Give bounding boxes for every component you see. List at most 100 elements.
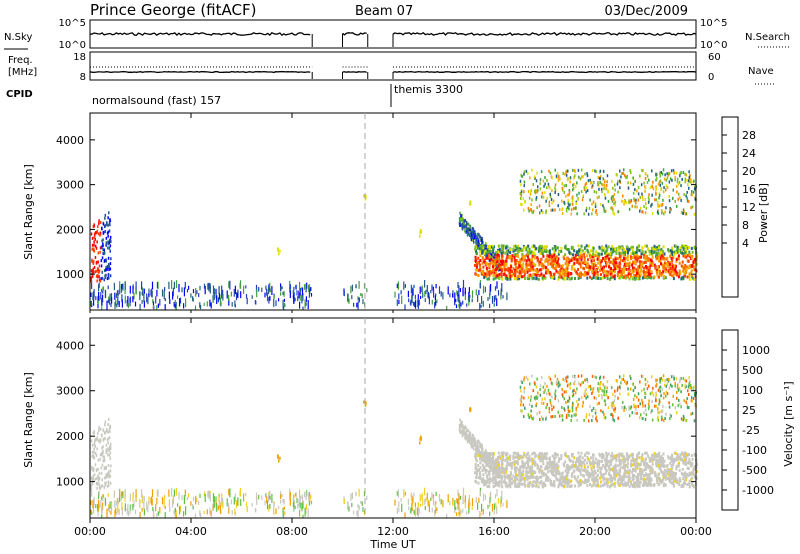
band-4-v bbox=[673, 457, 676, 461]
clutter-232-p bbox=[151, 281, 154, 290]
band-1241-p bbox=[577, 277, 580, 280]
band-1356-p bbox=[673, 264, 676, 268]
band-329-v bbox=[679, 453, 682, 457]
clutter-204-v bbox=[360, 500, 362, 504]
clutter-166-v bbox=[102, 498, 104, 502]
burst-96-p bbox=[93, 223, 95, 227]
burst-112-p bbox=[103, 248, 105, 252]
band-815-v bbox=[692, 468, 695, 472]
band-1169-v bbox=[567, 479, 570, 483]
band-1277-p bbox=[693, 245, 696, 249]
burst-94-v bbox=[101, 478, 103, 482]
band-1025-v bbox=[547, 470, 550, 474]
branch-103-v bbox=[467, 429, 470, 433]
freq-label-line2: [MHz] bbox=[8, 67, 37, 78]
band-361-v bbox=[612, 476, 615, 480]
far-278-p bbox=[612, 208, 614, 212]
clutter-403-v bbox=[468, 502, 470, 511]
clutter-382-p bbox=[347, 293, 349, 302]
clutter-225-p bbox=[168, 291, 170, 299]
clutter-288-p bbox=[213, 293, 215, 301]
burst-12-p bbox=[107, 240, 109, 244]
clutter-313-p bbox=[308, 284, 311, 289]
far-246-p bbox=[531, 210, 533, 214]
band-502-v bbox=[513, 463, 516, 467]
far-456-p bbox=[557, 178, 560, 182]
clutter-420-v bbox=[420, 503, 422, 507]
band-1095-v bbox=[563, 485, 566, 489]
band-839-v bbox=[597, 473, 599, 477]
far-487-p bbox=[552, 199, 555, 203]
clutter-362-p bbox=[121, 294, 123, 303]
band-638-v bbox=[557, 464, 560, 468]
far-24-p bbox=[646, 181, 649, 185]
band-995-v bbox=[582, 461, 584, 465]
burst-157-p bbox=[105, 243, 107, 247]
band-124-p bbox=[577, 244, 580, 248]
band-1375-p bbox=[672, 271, 675, 275]
band-687-v bbox=[475, 473, 478, 477]
noise-right-tick-bottom: 10^0 bbox=[700, 40, 727, 51]
band-707-p bbox=[492, 265, 494, 269]
clutter-309-v bbox=[273, 506, 275, 515]
far-52-p bbox=[691, 190, 693, 193]
band-976-p bbox=[476, 246, 479, 250]
clutter-242-p bbox=[113, 282, 115, 291]
far-490-p bbox=[693, 212, 696, 216]
band-1497-p bbox=[571, 245, 574, 249]
band-572-p bbox=[574, 253, 577, 257]
band-1060-p bbox=[577, 261, 580, 265]
clutter-227-p bbox=[212, 296, 214, 303]
band-1104-v bbox=[485, 469, 488, 473]
clutter-378-p bbox=[209, 285, 211, 294]
band-224-p bbox=[628, 269, 631, 273]
band-834-v bbox=[601, 476, 604, 479]
band-984-p bbox=[496, 256, 499, 260]
band-996-v bbox=[532, 458, 535, 462]
far-492-p bbox=[682, 208, 685, 212]
far-356-p bbox=[655, 172, 657, 176]
clutter-60-v bbox=[459, 508, 461, 517]
far-382-p bbox=[691, 193, 693, 197]
band-1031-p bbox=[648, 252, 651, 256]
band-772-v bbox=[594, 471, 597, 475]
band-1250-p bbox=[606, 252, 609, 256]
far-483-p bbox=[607, 189, 609, 193]
clutter-259-p bbox=[212, 285, 215, 295]
far-429-p bbox=[684, 212, 687, 216]
band-1263-p bbox=[548, 252, 551, 256]
band-1306-p bbox=[526, 253, 529, 257]
clutter-341-p bbox=[161, 289, 164, 297]
clutter-167-p bbox=[413, 284, 415, 289]
band-383-p bbox=[557, 277, 560, 281]
clutter-336-v bbox=[458, 504, 460, 512]
far-453-p bbox=[656, 210, 659, 214]
burst-98-v bbox=[101, 433, 103, 437]
band-286-p bbox=[581, 249, 584, 253]
band-752-v bbox=[686, 453, 689, 457]
far-65-p bbox=[549, 195, 552, 199]
band-1157-p bbox=[660, 247, 663, 251]
burst-33-p bbox=[106, 265, 109, 269]
far-393-p bbox=[677, 197, 679, 201]
band-1464-p bbox=[627, 275, 629, 279]
band-876-p bbox=[690, 256, 693, 260]
burst-16-p bbox=[92, 259, 95, 263]
clutter-193-v bbox=[458, 493, 460, 502]
clutter-455-p bbox=[431, 284, 433, 291]
clutter-437-p bbox=[430, 289, 432, 294]
clutter-405-p bbox=[299, 295, 301, 301]
band-1079-v bbox=[499, 456, 502, 460]
far-202-p bbox=[569, 176, 572, 180]
clutter-40-v bbox=[289, 488, 291, 496]
band-529-p bbox=[477, 256, 480, 260]
burst-102-p bbox=[108, 221, 111, 225]
band-506-p bbox=[658, 255, 661, 258]
band-1472-p bbox=[615, 263, 618, 267]
band-1214-p bbox=[490, 250, 493, 253]
clutter-371-p bbox=[267, 286, 270, 295]
band-373-p bbox=[596, 254, 599, 258]
band-966-p bbox=[528, 261, 531, 265]
clutter-223-v bbox=[114, 500, 116, 508]
burst-114-p bbox=[93, 265, 96, 269]
